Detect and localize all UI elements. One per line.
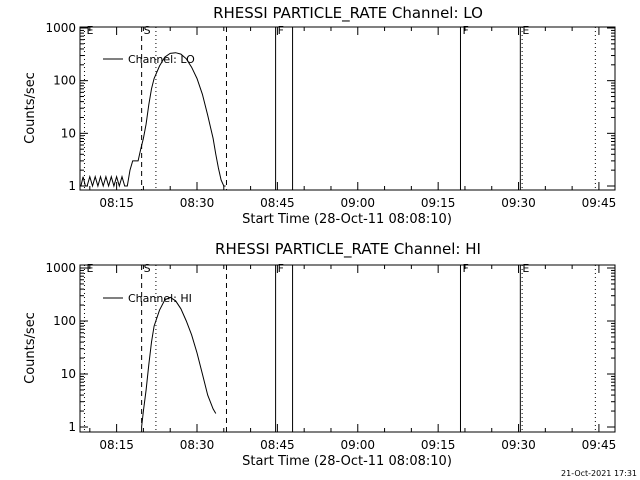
event-marker-label: E — [522, 262, 529, 275]
x-tick-label: 09:15 — [421, 196, 456, 210]
chart-title: RHESSI PARTICLE_RATE Channel: LO — [213, 4, 483, 23]
x-tick-label: 08:45 — [260, 196, 295, 210]
x-tick-label: 09:15 — [421, 438, 456, 452]
y-tick-label: 1000 — [45, 261, 76, 275]
series-line-hi — [141, 296, 217, 428]
event-marker-label: E — [86, 262, 93, 275]
x-tick-label: 09:30 — [501, 196, 536, 210]
event-marker-label: S — [144, 24, 151, 37]
x-tick-label: 08:15 — [99, 196, 134, 210]
legend: Channel: LO — [103, 53, 195, 66]
y-tick-label: 100 — [53, 74, 76, 88]
event-marker-label: F — [278, 262, 284, 275]
x-tick-label: 09:45 — [582, 196, 617, 210]
x-tick-label: 09:30 — [501, 438, 536, 452]
x-tick-label: 08:30 — [180, 438, 215, 452]
legend: Channel: HI — [103, 292, 192, 305]
y-axis-label: Counts/sec — [23, 72, 38, 144]
event-marker-label: S — [144, 262, 151, 275]
x-ticks: 08:15 08:30 08:45 09:00 09:15 09:30 09:45 — [89, 27, 617, 210]
event-marker-label: F — [278, 24, 284, 37]
panel-hi: RHESSI PARTICLE_RATE Channel: HI 1101001… — [23, 240, 616, 469]
y-ticks: 1 10 100 1000 — [45, 21, 615, 193]
event-marker-label: F — [462, 262, 468, 275]
legend-label: Channel: HI — [128, 292, 192, 305]
panel-lo: RHESSI PARTICLE_RATE Channel: LO 1101001… — [23, 4, 616, 227]
y-tick-label: 1 — [68, 179, 76, 193]
plot-frame — [79, 26, 616, 191]
y-tick-label: 1 — [68, 420, 76, 434]
y-axis-label: Counts/sec — [23, 312, 38, 384]
x-axis-label: Start Time (28-Oct-11 08:08:10) — [242, 454, 452, 469]
x-tick-label: 08:15 — [99, 438, 134, 452]
event-marker-label: F — [462, 24, 468, 37]
event-marker-label: E — [86, 24, 93, 37]
x-tick-label: 09:00 — [340, 196, 375, 210]
x-tick-label: 09:45 — [582, 438, 617, 452]
y-tick-label: 100 — [53, 314, 76, 328]
x-tick-label: 08:30 — [180, 196, 215, 210]
timestamp-footer: 21-Oct-2021 17:31 — [561, 469, 637, 478]
x-tick-label: 08:45 — [260, 438, 295, 452]
x-ticks: 08:15 08:30 08:45 09:00 09:15 09:30 09:45 — [89, 265, 617, 452]
y-tick-label: 10 — [61, 367, 76, 381]
y-tick-label: 10 — [61, 126, 76, 140]
event-marker-label: E — [522, 24, 529, 37]
y-ticks: 1 10 100 1000 — [45, 261, 615, 434]
plot-frame — [79, 264, 616, 433]
x-axis-label: Start Time (28-Oct-11 08:08:10) — [242, 212, 452, 227]
series-line-lo — [80, 52, 226, 188]
chart-title: RHESSI PARTICLE_RATE Channel: HI — [215, 240, 481, 259]
x-tick-label: 09:00 — [340, 438, 375, 452]
y-tick-label: 1000 — [45, 21, 76, 35]
legend-label: Channel: LO — [128, 53, 195, 66]
